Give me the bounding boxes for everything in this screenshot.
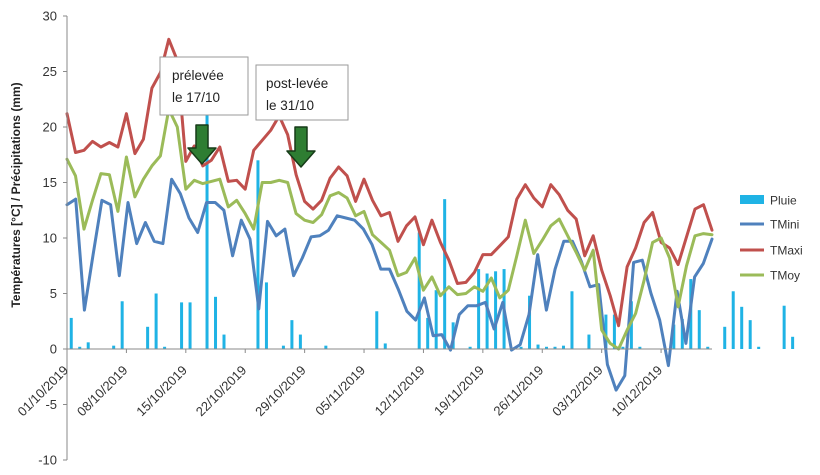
pluie-bar	[112, 345, 116, 349]
pluie-bar	[443, 199, 447, 349]
pluie-bar	[740, 306, 744, 349]
annotation-line2: le 31/10	[266, 98, 314, 113]
legend: Pluie TMini TMaxi TMoy	[740, 194, 803, 283]
pluie-bar	[264, 282, 268, 349]
pluie-bar	[680, 319, 684, 349]
pluie-bar	[791, 336, 795, 349]
pluie-bar	[69, 317, 73, 349]
pluie-bar	[697, 310, 701, 349]
temperature-lines	[65, 37, 714, 392]
pluie-bar	[188, 302, 192, 349]
pluie-bar	[553, 346, 557, 349]
pluie-bar	[146, 326, 150, 349]
y-tick-label: 0	[50, 342, 57, 357]
legend-label: Pluie	[770, 194, 797, 208]
pluie-bar	[561, 345, 565, 349]
series-line-tmoy	[65, 107, 714, 351]
pluie-bar	[587, 334, 591, 349]
pluie-bar	[477, 269, 481, 349]
pluie-bar	[375, 311, 379, 349]
y-tick-label: 30	[43, 9, 57, 24]
pluie-bar	[78, 346, 82, 349]
pluie-bar	[256, 160, 260, 349]
pluie-bar	[570, 291, 574, 349]
annotation-box	[255, 64, 349, 121]
y-tick-label: 20	[43, 120, 57, 135]
annotation-line2: le 17/10	[172, 90, 220, 105]
pluie-bar	[205, 104, 209, 349]
pluie-bar	[383, 343, 387, 349]
y-tick-label: 15	[43, 175, 57, 190]
pluie-bar	[723, 326, 727, 349]
legend-swatch-pluie	[740, 195, 764, 204]
y-tick-label: 5	[50, 286, 57, 301]
pluie-bar	[604, 314, 608, 349]
pluie-bar	[612, 314, 616, 349]
pluie-bar	[298, 334, 302, 349]
green-arrow-icon	[286, 126, 316, 168]
series-line-tmaxi	[65, 37, 714, 328]
pluie-bar	[494, 271, 498, 349]
annotation-line1: prélevée	[172, 68, 224, 83]
annotation-box	[159, 56, 249, 116]
pluie-bar	[731, 291, 735, 349]
y-tick-label: 25	[43, 64, 57, 79]
pluie-bar	[706, 346, 710, 349]
pluie-bar	[324, 345, 328, 349]
pluie-bar	[163, 346, 167, 349]
y-axis-ticks: -10 -5 0 5 10 15 20 25 30	[38, 9, 67, 468]
series-line-tmini	[65, 177, 714, 392]
legend-label: TMini	[770, 218, 799, 232]
pluie-bar	[120, 301, 124, 349]
annotation-line1: post-levée	[266, 76, 328, 91]
y-axis-label: Températures [°C] / Précipitations (mm)	[9, 82, 23, 307]
pluie-bar	[417, 232, 421, 349]
pluie-bar	[86, 342, 90, 349]
pluie-bar	[519, 346, 523, 349]
axes	[66, 16, 712, 460]
pluie-bar	[638, 346, 642, 349]
pluie-bar	[434, 290, 438, 349]
legend-label: TMaxi	[770, 244, 803, 258]
pluie-bar	[536, 344, 540, 349]
pluie-bar	[214, 296, 218, 349]
pluie-bar	[528, 295, 532, 349]
y-tick-label: -5	[45, 397, 57, 412]
pluie-bar	[290, 320, 294, 349]
pluie-bar	[629, 301, 633, 349]
pluie-bar	[468, 346, 472, 349]
pluie-bar	[154, 293, 158, 349]
annotations: prélevée le 17/10 post-levée le 31/10	[159, 56, 349, 168]
green-arrow-icon	[187, 124, 217, 165]
pluie-bar	[748, 320, 752, 349]
pluie-bar	[672, 324, 676, 349]
y-tick-label: 10	[43, 231, 57, 246]
pluie-bar	[757, 346, 761, 349]
pluie-bar	[621, 346, 625, 349]
pluie-bar	[545, 346, 549, 349]
y-tick-label: -10	[38, 453, 57, 468]
pluie-bars	[69, 104, 795, 349]
pluie-bar	[180, 302, 184, 349]
pluie-bar	[281, 345, 285, 349]
legend-label: TMoy	[770, 269, 800, 283]
pluie-bar	[782, 305, 786, 349]
pluie-bar	[222, 334, 226, 349]
pluie-bar	[426, 317, 430, 349]
